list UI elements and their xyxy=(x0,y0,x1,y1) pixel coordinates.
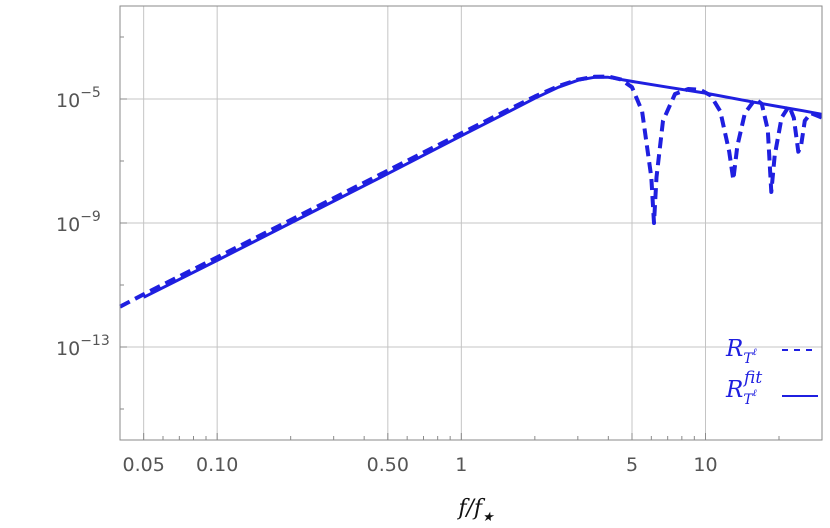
x-tick-label: 10 xyxy=(693,454,717,476)
plot-frame xyxy=(119,5,823,441)
x-tick-label: 0.10 xyxy=(196,454,238,476)
series-line-1 xyxy=(143,75,823,299)
y-tick-label: 10−13 xyxy=(56,333,110,360)
legend-label-1: RTℓ xyxy=(725,377,757,408)
legend: RTℓ RTℓ fit xyxy=(725,336,818,408)
x-tick-label: 0.50 xyxy=(367,454,409,476)
series-layer xyxy=(119,74,823,309)
series-line-0 xyxy=(119,74,823,309)
x-tick-label: 1 xyxy=(455,454,467,476)
legend-label-0-base: R xyxy=(725,336,743,362)
legend-label-1-sub: T xyxy=(743,392,754,408)
legend-label-0-sub: T xyxy=(743,351,754,367)
y-tick-label: 10−9 xyxy=(56,209,101,236)
legend-label-1-sup: fit xyxy=(742,368,762,388)
x-axis-title: f/f★ xyxy=(456,496,495,525)
grid-lines xyxy=(120,6,822,440)
legend-label-1-base: R xyxy=(725,377,743,403)
legend-label-0: RTℓ xyxy=(725,336,757,367)
legend-label-0-supsub: ℓ xyxy=(753,347,757,358)
x-tick-label: 5 xyxy=(626,454,638,476)
legend-label-1-supsub: ℓ xyxy=(753,388,757,399)
x-tick-label: 0.05 xyxy=(123,454,165,476)
tick-labels: 0.05 0.10 0.50 1 5 10 10−5 10−9 10−13 xyxy=(56,85,718,476)
y-tick-label: 10−5 xyxy=(56,85,101,112)
